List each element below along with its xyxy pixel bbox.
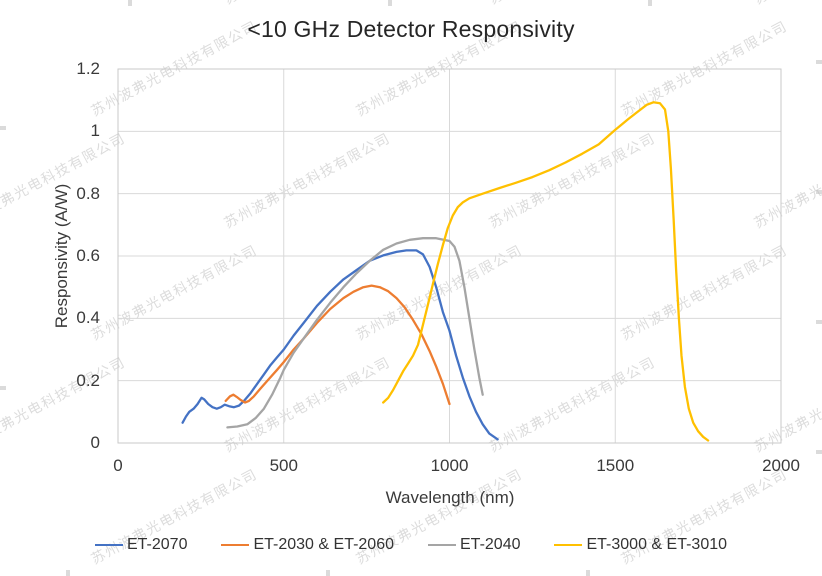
y-axis-title: Responsivity (A/W) <box>52 183 71 329</box>
y-tick-label: 0.4 <box>76 308 100 328</box>
legend-item: ET-2030 & ET-2060 <box>221 536 394 554</box>
series-line <box>382 101 710 442</box>
legend-line-marker <box>554 544 583 546</box>
legend-line-marker <box>94 544 123 546</box>
series-line <box>226 237 484 429</box>
x-axis-title: Wavelength (nm) <box>385 488 515 507</box>
plot-border-rect <box>117 68 782 444</box>
x-tick-label: 0 <box>113 456 123 475</box>
legend-label: ET-2070 <box>126 536 188 553</box>
plot-border <box>117 68 782 444</box>
legend-label: ET-2040 <box>460 536 521 553</box>
series-line <box>224 284 451 406</box>
y-tick-label: 0.2 <box>76 370 100 390</box>
legend-item: ET-3000 & ET-3010 <box>554 536 727 554</box>
y-tick-label: 0.8 <box>76 183 100 203</box>
gridlines <box>117 68 782 444</box>
legend-label: ET-3000 & ET-3010 <box>586 536 728 553</box>
series-lines <box>181 101 710 442</box>
legend-item: ET-2070 <box>94 536 188 554</box>
legend-item: ET-2040 <box>428 536 520 554</box>
series-line <box>181 249 499 441</box>
y-tick-label: 1 <box>90 121 100 141</box>
legend-label: ET-2030 & ET-2060 <box>253 536 394 553</box>
x-tick-label: 2000 <box>762 456 800 475</box>
legend-line-marker <box>221 544 250 546</box>
y-tick-label: 1.2 <box>76 59 100 78</box>
legend-line-marker <box>428 544 456 546</box>
x-tick-label: 1500 <box>596 456 635 475</box>
x-tick-label: 1000 <box>430 456 469 475</box>
y-tick-label: 0 <box>90 433 100 452</box>
legend: ET-2070 ET-2030 & ET-2060 ET-2040 ET-3000 &… <box>0 532 822 558</box>
chart-title: <10 GHz Detector Responsivity <box>247 16 575 42</box>
y-tick-label: 0.6 <box>76 246 100 265</box>
x-tick-label: 500 <box>269 456 298 475</box>
